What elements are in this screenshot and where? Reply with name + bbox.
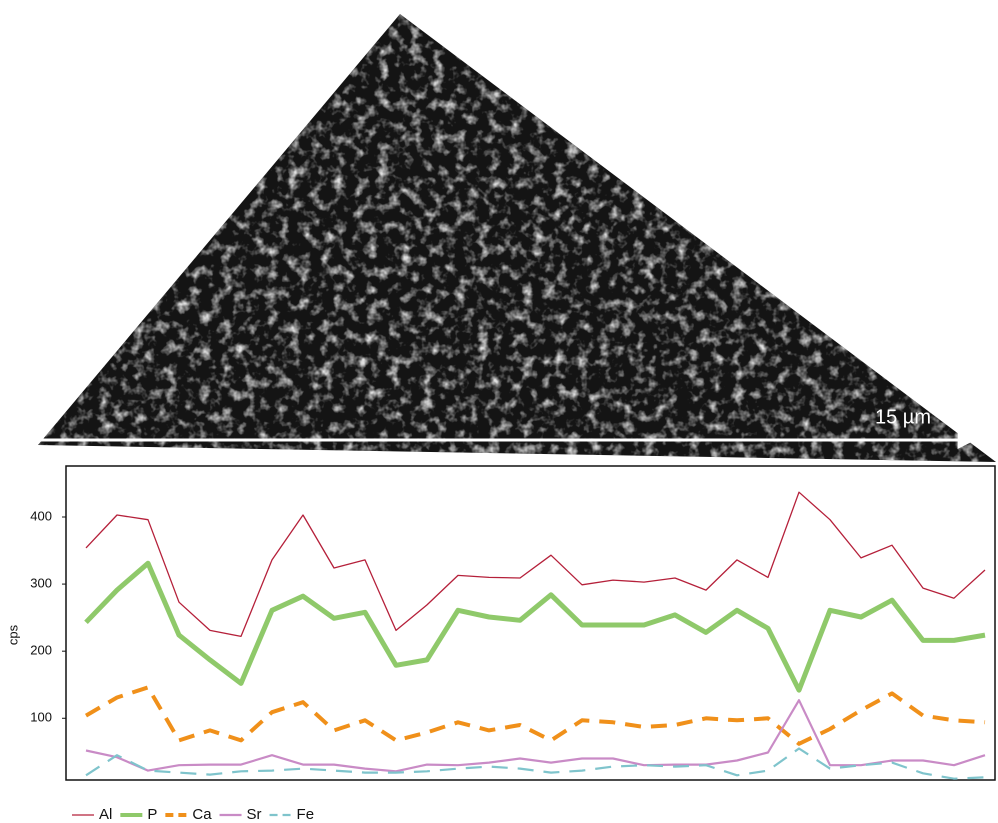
legend-label: Fe <box>297 806 315 823</box>
legend-label: Sr <box>247 806 262 823</box>
legend: Al P Ca Sr Fe <box>72 806 314 823</box>
legend-label: P <box>147 806 157 823</box>
micrograph-texture <box>38 14 996 462</box>
y-axis-label: cps <box>5 624 20 645</box>
y-tick-label: 100 <box>30 710 52 725</box>
legend-label: Ca <box>192 806 212 823</box>
page: {"image": {"scale_label": "15 µm"}, "cha… <box>0 0 998 823</box>
legend-label: Al <box>99 806 112 823</box>
figure: 15 µm cps Al P Ca Sr Fe 100 200 300 400 <box>0 0 998 823</box>
scale-label: 15 µm <box>875 406 931 428</box>
y-tick-label: 200 <box>30 643 52 658</box>
y-tick-label: 300 <box>30 576 52 591</box>
y-tick-label: 400 <box>30 508 52 523</box>
